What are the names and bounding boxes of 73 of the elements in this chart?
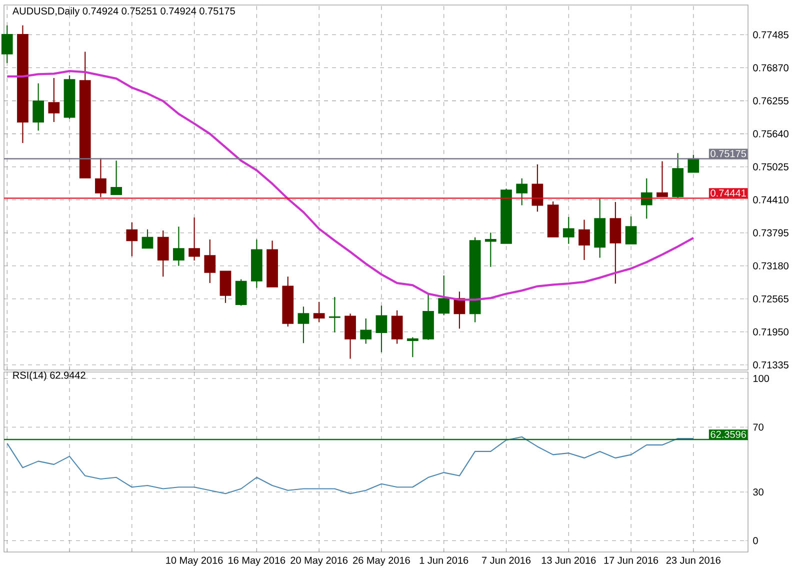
y-tick-label: 0.71950 — [753, 328, 788, 336]
y-tick-label: 0.71335 — [753, 361, 788, 368]
candlestick — [173, 226, 184, 266]
candlestick — [406, 336, 418, 358]
y-tick-label: 30 — [753, 488, 764, 496]
candlestick — [32, 82, 44, 132]
candlestick — [110, 160, 122, 196]
chart-title: AUDUSD,Daily 0.74924 0.75251 0.74924 0.75175 — [12, 7, 235, 16]
y-tick-label: 0.73180 — [753, 262, 788, 270]
candlestick — [376, 305, 388, 353]
y-tick-label: 0.75640 — [753, 130, 788, 138]
candlestick — [204, 239, 216, 284]
y-tick-label: 0.74410 — [753, 196, 788, 204]
candlestick — [1, 24, 13, 64]
x-tick-label: 17 Jun 2016 — [604, 556, 658, 564]
candlestick — [547, 200, 559, 238]
x-tick-label: 16 May 2016 — [228, 556, 286, 566]
ref-line-label: 62.3596 — [710, 430, 746, 438]
ref-line-label: 0.75175 — [710, 150, 746, 158]
candlestick — [266, 240, 278, 288]
candlestick — [64, 74, 76, 120]
x-tick-label: 23 Jun 2016 — [666, 556, 720, 564]
candlestick — [126, 222, 138, 257]
candlestick — [79, 51, 91, 178]
candlestick — [235, 278, 247, 306]
candlestick — [578, 219, 590, 260]
candlestick — [438, 274, 450, 316]
candlestick — [422, 293, 434, 340]
candlestick — [672, 152, 684, 198]
candlestick — [532, 164, 544, 212]
candlestick — [344, 313, 356, 360]
candlestick — [360, 318, 372, 344]
candlestick — [298, 306, 310, 344]
candlestick — [640, 178, 652, 220]
candlestick — [610, 201, 622, 284]
candlestick — [562, 216, 574, 244]
candlestick — [95, 157, 106, 198]
candlestick — [282, 276, 294, 328]
x-tick-label: 20 May 2016 — [290, 556, 348, 566]
candlestick — [220, 270, 232, 304]
candlestick — [157, 230, 169, 278]
candlestick — [516, 178, 528, 206]
y-tick-label: 0.75025 — [753, 163, 788, 170]
x-tick-label: 10 May 2016 — [166, 556, 223, 566]
ref-line-label: 0.74441 — [710, 189, 746, 197]
y-tick-label: 0.77485 — [753, 31, 788, 38]
candlestick — [48, 77, 60, 123]
chart-title: RSI(14) 62.9442 — [13, 371, 86, 381]
candlestick — [688, 154, 700, 173]
x-tick-label: 1 Jun 2016 — [420, 556, 468, 564]
y-tick-label: 70 — [753, 424, 764, 431]
y-tick-label: 0.73795 — [753, 229, 788, 236]
candlestick — [313, 301, 325, 323]
candlestick — [594, 198, 606, 258]
y-tick-label: 0 — [753, 537, 758, 544]
x-tick-label: 7 Jun 2016 — [482, 556, 531, 564]
candlestick — [500, 188, 512, 244]
x-tick-label: 13 Jun 2016 — [542, 556, 596, 564]
candlestick — [656, 160, 668, 198]
candlestick — [469, 236, 481, 323]
y-tick-label: 0.72565 — [753, 295, 788, 302]
candlestick — [17, 24, 28, 144]
candlestick — [188, 217, 200, 262]
x-tick-label: 26 May 2016 — [353, 556, 410, 566]
candlestick — [328, 296, 340, 333]
candlestick — [391, 310, 403, 344]
y-tick-label: 0.76870 — [753, 64, 788, 72]
candlestick — [484, 232, 496, 268]
y-tick-label: 0.76255 — [753, 97, 788, 104]
y-tick-label: 100 — [753, 374, 770, 382]
candlestick — [142, 228, 154, 250]
candlestick — [251, 239, 262, 288]
candlestick — [625, 216, 637, 245]
